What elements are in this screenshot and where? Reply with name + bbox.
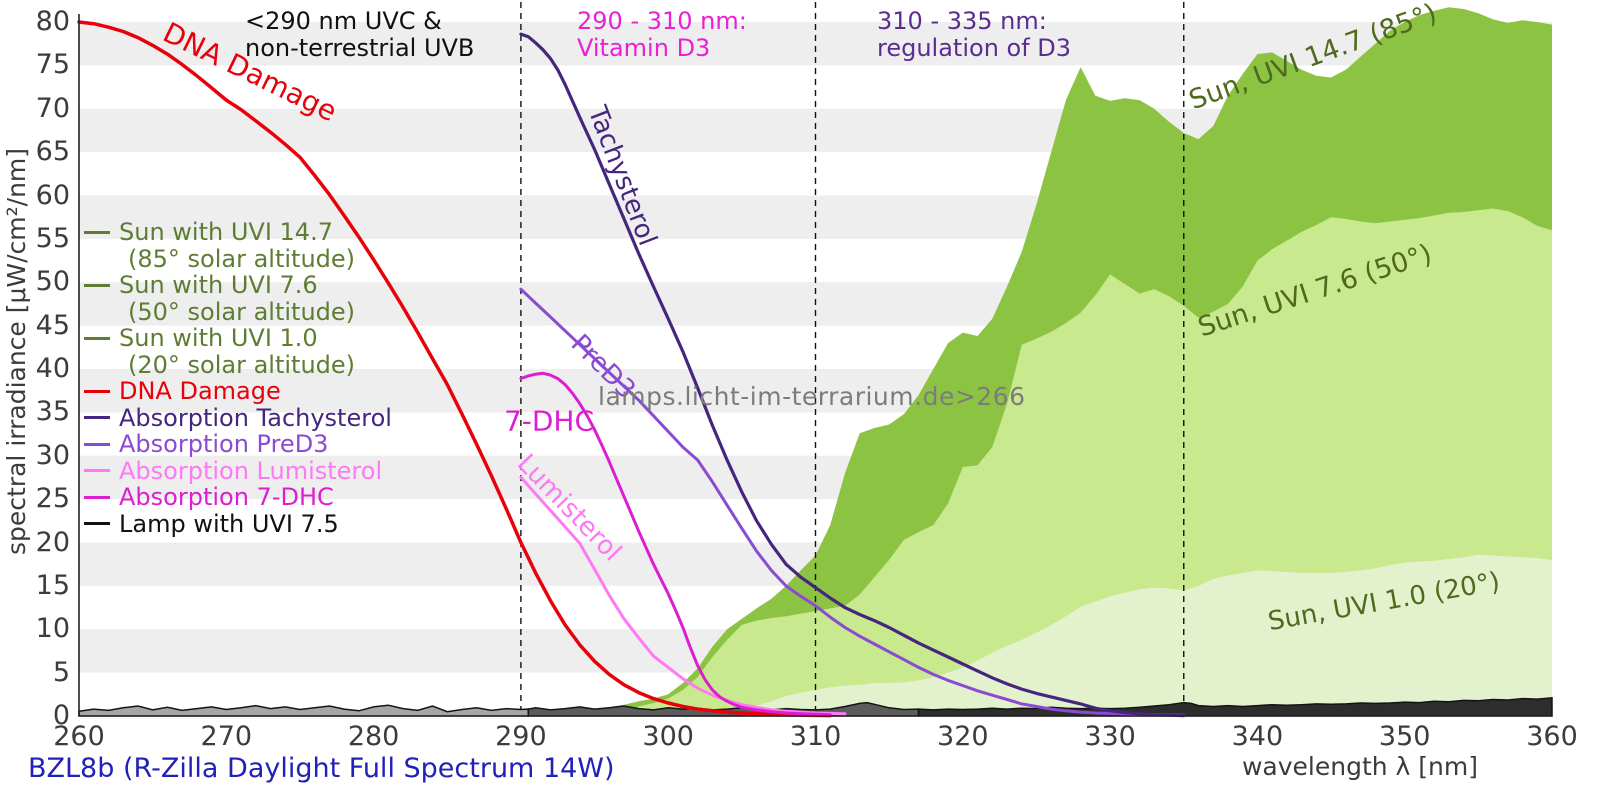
x-tick-label-340: 340 bbox=[1231, 721, 1284, 752]
x-tick-label-330: 330 bbox=[1084, 721, 1136, 752]
legend-item-6: Absorption Lumisterol bbox=[84, 456, 392, 485]
annotation-vitamin-d3-zone: 290 - 310 nm: Vitamin D3 bbox=[577, 8, 747, 62]
legend-label: Absorption Lumisterol bbox=[119, 456, 383, 485]
annotation-d3-line2: Vitamin D3 bbox=[577, 34, 711, 62]
y-tick-label-75: 75 bbox=[35, 49, 70, 81]
series-line-absorption-pred3 bbox=[519, 287, 1186, 717]
annotation-d3-line1: 290 - 310 nm: bbox=[577, 7, 747, 35]
legend: Sun with UVI 14.7 (85° solar altitude) Sun… bbox=[84, 219, 392, 537]
legend-item-5: Absorption PreD3 bbox=[84, 431, 392, 458]
x-tick-label-310: 310 bbox=[789, 721, 842, 752]
y-tick-label-70: 70 bbox=[35, 92, 70, 124]
legend-line-swatch bbox=[84, 416, 110, 420]
y-tick-label-35: 35 bbox=[35, 396, 70, 428]
x-tick-label-320: 320 bbox=[937, 721, 989, 752]
annotation-uvc-line1: <290 nm UVC & bbox=[245, 7, 442, 35]
legend-label: Sun with UVI 14.7 bbox=[119, 218, 333, 246]
legend-line-swatch bbox=[84, 336, 110, 340]
legend-item-0: Sun with UVI 14.7 bbox=[84, 219, 392, 246]
y-tick-label-25: 25 bbox=[35, 483, 70, 515]
legend-sublabel: (20° solar altitude) bbox=[128, 350, 356, 379]
y-tick-label-10: 10 bbox=[35, 613, 70, 645]
legend-label: Absorption PreD3 bbox=[119, 430, 329, 458]
x-tick-label-290: 290 bbox=[495, 721, 547, 752]
legend-line-swatch bbox=[84, 230, 110, 234]
legend-sublabel: (50° solar altitude) bbox=[128, 297, 356, 326]
legend-item-7: Absorption 7-DHC bbox=[84, 484, 392, 511]
legend-label: Sun with UVI 1.0 bbox=[119, 324, 318, 352]
lamp-title: BZL8b (R-Zilla Daylight Full Spectrum 14… bbox=[28, 753, 615, 784]
legend-label: Absorption 7-DHC bbox=[119, 483, 334, 511]
annotation-uvc-line2: non-terrestrial UVB bbox=[245, 34, 475, 62]
y-tick-label-60: 60 bbox=[35, 179, 70, 211]
series-line-dna-damage bbox=[77, 20, 832, 718]
legend-label: Lamp with UVI 7.5 bbox=[119, 509, 339, 538]
x-tick-label-270: 270 bbox=[200, 721, 253, 752]
y-tick-label-45: 45 bbox=[35, 309, 70, 341]
y-tick-label-40: 40 bbox=[35, 353, 70, 384]
legend-item-3: DNA Damage bbox=[84, 378, 392, 405]
x-tick-label-300: 300 bbox=[642, 721, 694, 752]
annotation-uvc-zone: <290 nm UVC & non-terrestrial UVB bbox=[245, 8, 474, 62]
series-line-absorption-tachysterol bbox=[519, 32, 1186, 718]
annotation-regulation-zone: 310 - 335 nm: regulation of D3 bbox=[877, 8, 1071, 62]
legend-label: Sun with UVI 7.6 bbox=[119, 271, 318, 299]
x-tick-label-350: 350 bbox=[1378, 721, 1431, 752]
curve-label-7-dhc: 7-DHC bbox=[503, 404, 595, 438]
series-line-absorption-7-dhc bbox=[519, 371, 832, 717]
legend-label: DNA Damage bbox=[119, 377, 281, 405]
legend-item-2: Sun with UVI 1.0 bbox=[84, 325, 392, 352]
annotation-reg-line2: regulation of D3 bbox=[877, 34, 1072, 62]
watermark: lamps.licht-im-terrarium.de>266 bbox=[598, 382, 1026, 411]
y-tick-label-55: 55 bbox=[35, 222, 70, 254]
series-area-sun-with-uvi-1.0-20-solar-altitude- bbox=[690, 554, 1552, 716]
legend-label: Absorption Tachysterol bbox=[119, 403, 392, 432]
annotation-reg-line1: 310 - 335 nm: bbox=[877, 7, 1047, 35]
x-axis-title: wavelength λ [nm] bbox=[1241, 752, 1478, 781]
legend-line-swatch bbox=[84, 283, 110, 287]
legend-line-swatch bbox=[84, 522, 110, 526]
x-tick-label-260: 260 bbox=[53, 721, 105, 752]
legend-sublabel: (85° solar altitude) bbox=[128, 244, 356, 273]
y-tick-label-65: 65 bbox=[35, 136, 70, 168]
y-tick-label-0: 0 bbox=[52, 700, 70, 731]
y-tick-label-80: 80 bbox=[35, 6, 70, 37]
legend-line-swatch bbox=[84, 469, 110, 473]
x-tick-label-280: 280 bbox=[347, 721, 400, 752]
y-tick-label-30: 30 bbox=[35, 439, 70, 471]
y-tick-label-20: 20 bbox=[35, 526, 70, 558]
x-tick-label-360: 360 bbox=[1526, 721, 1578, 752]
legend-item-1: Sun with UVI 7.6 bbox=[84, 272, 392, 299]
legend-item-4: Absorption Tachysterol bbox=[84, 403, 392, 432]
y-tick-label-50: 50 bbox=[35, 266, 70, 298]
legend-item-8: Lamp with UVI 7.5 bbox=[84, 509, 392, 538]
y-tick-label-5: 5 bbox=[52, 656, 70, 688]
series-line-absorption-lumisterol bbox=[519, 475, 847, 716]
legend-line-swatch bbox=[84, 442, 110, 446]
series-area-lamp-with-uvi-7.5-uvc-part- bbox=[78, 704, 530, 717]
y-tick-label-15: 15 bbox=[35, 569, 70, 601]
legend-line-swatch bbox=[84, 495, 110, 499]
legend-line-swatch bbox=[84, 389, 110, 393]
